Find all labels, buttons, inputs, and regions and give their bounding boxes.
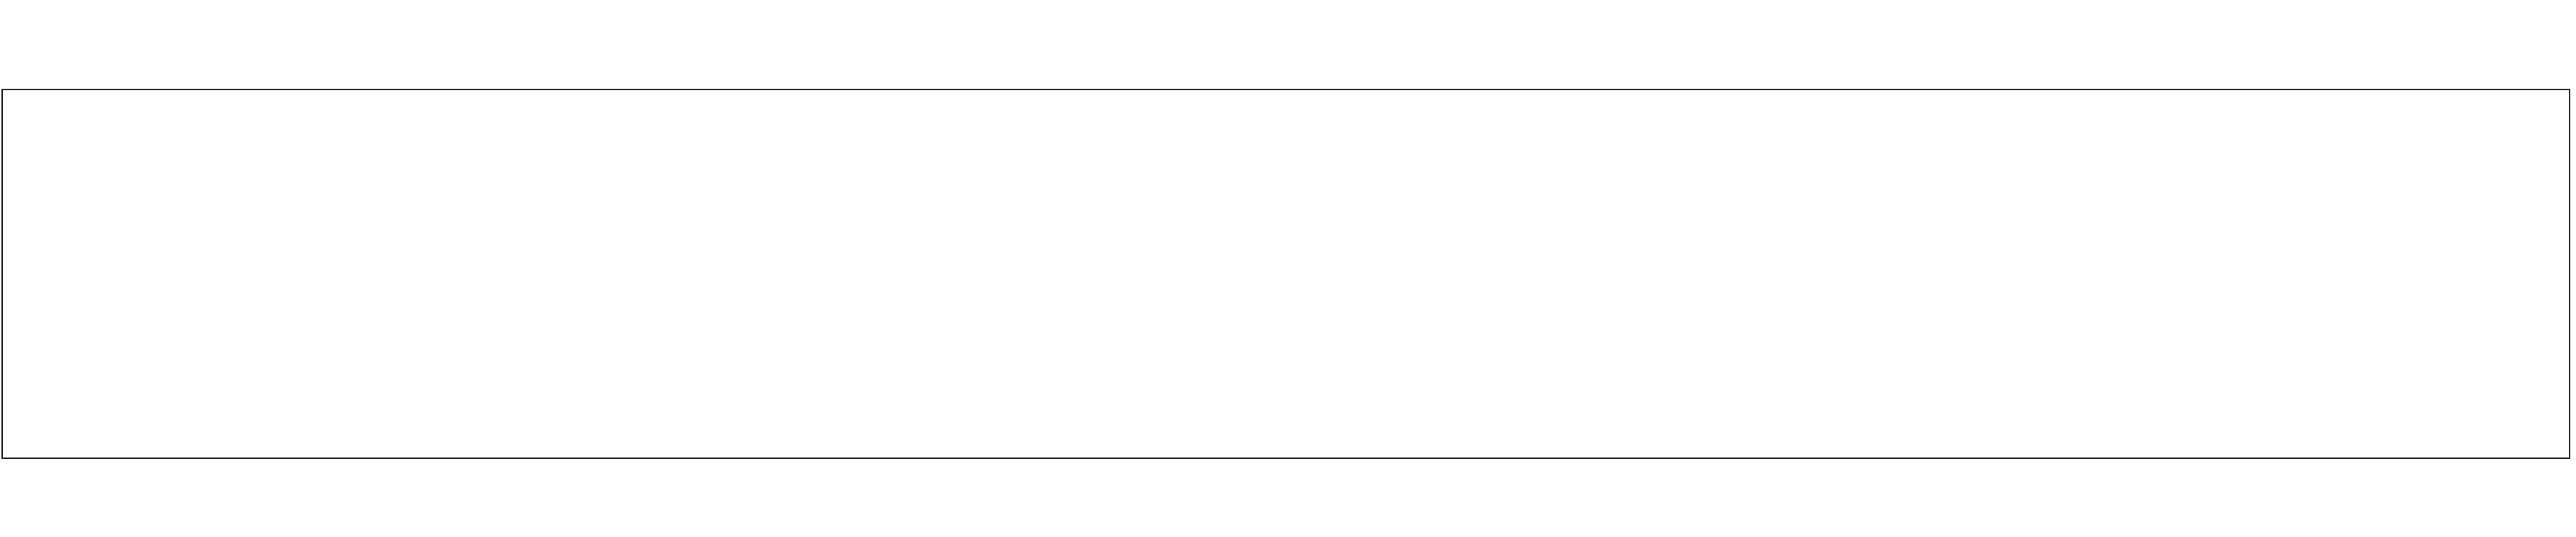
track-panel xyxy=(1,89,2570,459)
interaction-arcs xyxy=(0,0,2576,89)
gene-track xyxy=(0,458,2576,537)
gene-label-fmnl2-highlighted xyxy=(784,517,843,535)
